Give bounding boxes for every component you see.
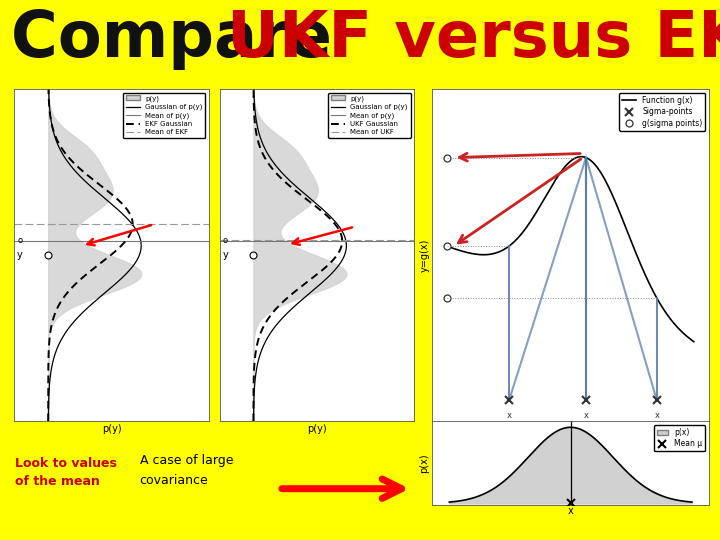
Y-axis label: y=g(x): y=g(x) xyxy=(419,239,429,272)
Text: y: y xyxy=(222,250,228,260)
X-axis label: p(y): p(y) xyxy=(307,424,327,434)
Legend: p(y), Gaussian of p(y), Mean of p(y), UKF Gaussian, Mean of UKF: p(y), Gaussian of p(y), Mean of p(y), UK… xyxy=(328,92,410,138)
Text: o: o xyxy=(223,237,228,245)
X-axis label: p(y): p(y) xyxy=(102,424,122,434)
Text: x: x xyxy=(583,411,588,420)
X-axis label: x: x xyxy=(568,423,573,433)
Y-axis label: p(x): p(x) xyxy=(419,453,429,473)
Text: o: o xyxy=(18,237,23,245)
Text: Compare: Compare xyxy=(11,8,354,70)
X-axis label: x: x xyxy=(568,507,573,516)
Legend: p(x), Mean μ: p(x), Mean μ xyxy=(654,425,706,451)
Legend: p(y), Gaussian of p(y), Mean of p(y), EKF Gaussian, Mean of EKF: p(y), Gaussian of p(y), Mean of p(y), EK… xyxy=(123,92,205,138)
Text: Look to values
of the mean: Look to values of the mean xyxy=(16,457,117,488)
Text: y: y xyxy=(17,250,23,260)
Text: UKF versus EKF: UKF versus EKF xyxy=(227,8,720,70)
Text: x: x xyxy=(654,411,660,420)
Text: x: x xyxy=(506,411,511,420)
Text: A case of large
covariance: A case of large covariance xyxy=(140,454,233,487)
Legend: Function g(x), Sigma-points, g(sigma points): Function g(x), Sigma-points, g(sigma poi… xyxy=(619,93,706,131)
